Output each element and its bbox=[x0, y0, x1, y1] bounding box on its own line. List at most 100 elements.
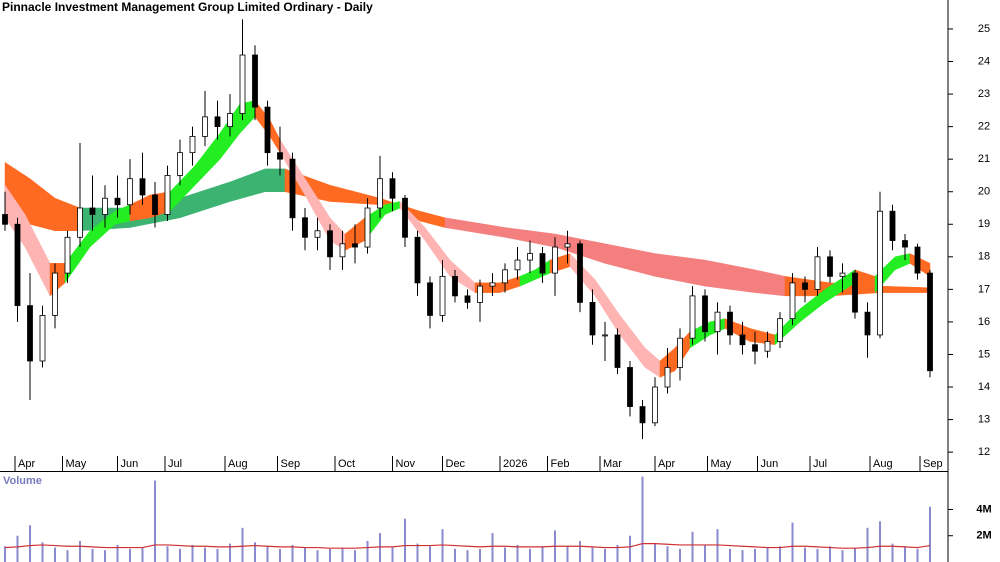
candle-body bbox=[214, 116, 221, 128]
volume-bar bbox=[716, 529, 719, 562]
volume-bar bbox=[254, 542, 256, 562]
candle-body bbox=[277, 152, 283, 160]
volume-bar bbox=[579, 540, 581, 562]
x-tick-label: Jun bbox=[761, 458, 779, 470]
candle-body bbox=[577, 243, 583, 303]
candle-body bbox=[477, 285, 483, 303]
candle-body bbox=[914, 246, 921, 274]
volume-bar bbox=[166, 546, 169, 562]
volume-bar bbox=[154, 480, 156, 562]
candle-body bbox=[102, 197, 108, 215]
volume-average bbox=[4, 543, 931, 549]
volume-bar bbox=[216, 548, 219, 562]
candle-body bbox=[739, 334, 746, 346]
y-tick-label: 23 bbox=[978, 88, 990, 100]
volume-bar bbox=[604, 548, 606, 562]
volume-bar bbox=[829, 546, 831, 562]
candle-body bbox=[52, 272, 58, 316]
candle-body bbox=[714, 311, 721, 333]
x-tick-label: Aug bbox=[228, 458, 248, 470]
volume-bar bbox=[904, 546, 906, 562]
volume-bar bbox=[629, 535, 631, 562]
candle-body bbox=[702, 295, 708, 333]
x-tick-label: Sep bbox=[281, 458, 301, 470]
y-tick-label: 24 bbox=[978, 55, 990, 67]
volume-bar bbox=[116, 544, 119, 562]
y-tick-label: 17 bbox=[978, 283, 990, 295]
y-tick-label: 4M bbox=[976, 503, 991, 515]
volume-bar bbox=[729, 548, 731, 562]
volume-bar bbox=[316, 550, 319, 562]
volume-bar bbox=[754, 548, 756, 562]
candle-body bbox=[239, 54, 246, 114]
candle-body bbox=[677, 337, 683, 368]
candle-body bbox=[427, 282, 433, 316]
candle-body bbox=[389, 178, 396, 199]
candle-body bbox=[514, 259, 521, 271]
volume-bar bbox=[679, 548, 681, 562]
volume-bar bbox=[304, 547, 306, 562]
y-tick-label: 16 bbox=[978, 316, 990, 328]
candle-body bbox=[364, 207, 371, 248]
volume-bar bbox=[616, 544, 619, 562]
volume-bar bbox=[491, 533, 494, 562]
candle-body bbox=[827, 256, 833, 277]
x-tick-label: Aug bbox=[873, 458, 893, 470]
volume-bar bbox=[466, 550, 469, 562]
volume-bar bbox=[766, 547, 769, 562]
candle-body bbox=[627, 367, 633, 407]
candle-body bbox=[852, 272, 858, 313]
candle-body bbox=[152, 194, 158, 215]
volume-bar bbox=[566, 546, 569, 562]
y-tick-label: 12 bbox=[978, 446, 990, 458]
candle-body bbox=[252, 54, 258, 108]
candle-body bbox=[414, 236, 421, 284]
y-tick-label: 15 bbox=[978, 348, 990, 360]
volume-bar bbox=[141, 547, 144, 562]
x-tick-label: Dec bbox=[446, 458, 466, 470]
candle-body bbox=[77, 207, 83, 238]
volume-bar bbox=[929, 506, 931, 562]
candle-body bbox=[189, 135, 196, 154]
candle-body bbox=[264, 106, 271, 154]
volume-bar bbox=[591, 547, 594, 562]
volume-bar bbox=[504, 547, 506, 562]
volume-bar bbox=[691, 531, 694, 562]
x-tick-label: Apr bbox=[18, 458, 35, 470]
candle-body bbox=[114, 197, 121, 206]
candle-body bbox=[89, 207, 96, 215]
x-tick-label: Jul bbox=[168, 458, 182, 470]
y-tick-label: 14 bbox=[978, 381, 990, 393]
candle-body bbox=[227, 113, 233, 128]
y-tick-label: 18 bbox=[978, 251, 990, 263]
volume-bar bbox=[279, 548, 281, 562]
volume-bar bbox=[54, 547, 56, 562]
candle-body bbox=[164, 175, 171, 215]
volume-bar bbox=[516, 544, 519, 562]
candle-body bbox=[177, 152, 183, 176]
candle-body bbox=[464, 295, 471, 303]
candle-body bbox=[589, 301, 596, 336]
candle-body bbox=[39, 315, 46, 362]
candle-body bbox=[64, 236, 71, 274]
volume-bar bbox=[816, 548, 819, 562]
volume-bar bbox=[29, 525, 31, 562]
candle-body bbox=[327, 230, 333, 258]
candle-body bbox=[777, 318, 783, 342]
volume-bar bbox=[241, 527, 244, 562]
candle-body bbox=[602, 334, 608, 337]
candle-body bbox=[839, 272, 846, 277]
volume-bar bbox=[441, 529, 444, 562]
x-tick-label: Nov bbox=[396, 458, 416, 470]
candle-body bbox=[139, 178, 146, 196]
x-tick-label: Sep bbox=[923, 458, 943, 470]
volume-bar bbox=[79, 540, 81, 562]
volume-bar bbox=[454, 548, 456, 562]
candle-body bbox=[902, 240, 908, 248]
x-tick-label: Jul bbox=[813, 458, 827, 470]
volume-bar bbox=[66, 550, 69, 562]
candle-body bbox=[452, 275, 458, 297]
volume-bar bbox=[291, 544, 294, 562]
volume-bar bbox=[104, 550, 106, 562]
